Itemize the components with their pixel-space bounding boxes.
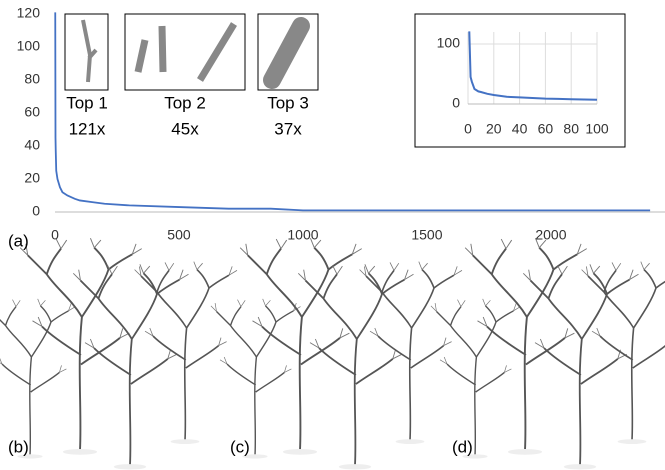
line: [468, 31, 598, 101]
y-tick-label: 120: [17, 5, 41, 21]
x-tick-label: 2000: [535, 227, 566, 243]
y-tick-label: 0: [452, 95, 460, 111]
panel-label: (d): [452, 437, 473, 456]
x-tick-label: 0: [51, 227, 59, 243]
annotation-count: 121x: [69, 119, 106, 138]
x-tick-label: 500: [167, 227, 191, 243]
annotation-label: Top 2: [164, 93, 206, 112]
panel-label: (c): [230, 437, 250, 456]
thumb-3: [263, 17, 310, 89]
annotation-label: Top 1: [66, 93, 108, 112]
y-tick-label: 100: [437, 35, 461, 51]
x-tick-label: 1500: [411, 227, 442, 243]
render-d: [430, 237, 665, 470]
render-c: [210, 237, 463, 470]
y-tick-label: 100: [17, 38, 41, 54]
thumb-1: [81, 19, 98, 83]
x-tick-label: 1000: [287, 227, 318, 243]
y-tick-label: 60: [24, 104, 40, 120]
x-tick-label: 100: [585, 121, 609, 137]
annotation-count: 37x: [274, 119, 302, 138]
y-tick-label: 80: [24, 71, 40, 87]
x-tick-label: 40: [512, 121, 528, 137]
y-tick-label: 20: [24, 170, 40, 186]
annotation-label: Top 3: [267, 93, 309, 112]
line: [54, 12, 651, 212]
x-tick-label: 0: [464, 121, 472, 137]
panel-label: (a): [8, 231, 29, 250]
annotation-count: 45x: [171, 119, 199, 138]
thumb-2: [134, 22, 237, 82]
x-tick-label: 60: [538, 121, 554, 137]
render-b: [0, 237, 238, 470]
x-tick-label: 80: [563, 121, 579, 137]
x-tick-label: 20: [486, 121, 502, 137]
y-tick-label: 40: [24, 137, 40, 153]
panel-label: (b): [8, 437, 29, 456]
y-tick-label: 0: [32, 203, 40, 219]
